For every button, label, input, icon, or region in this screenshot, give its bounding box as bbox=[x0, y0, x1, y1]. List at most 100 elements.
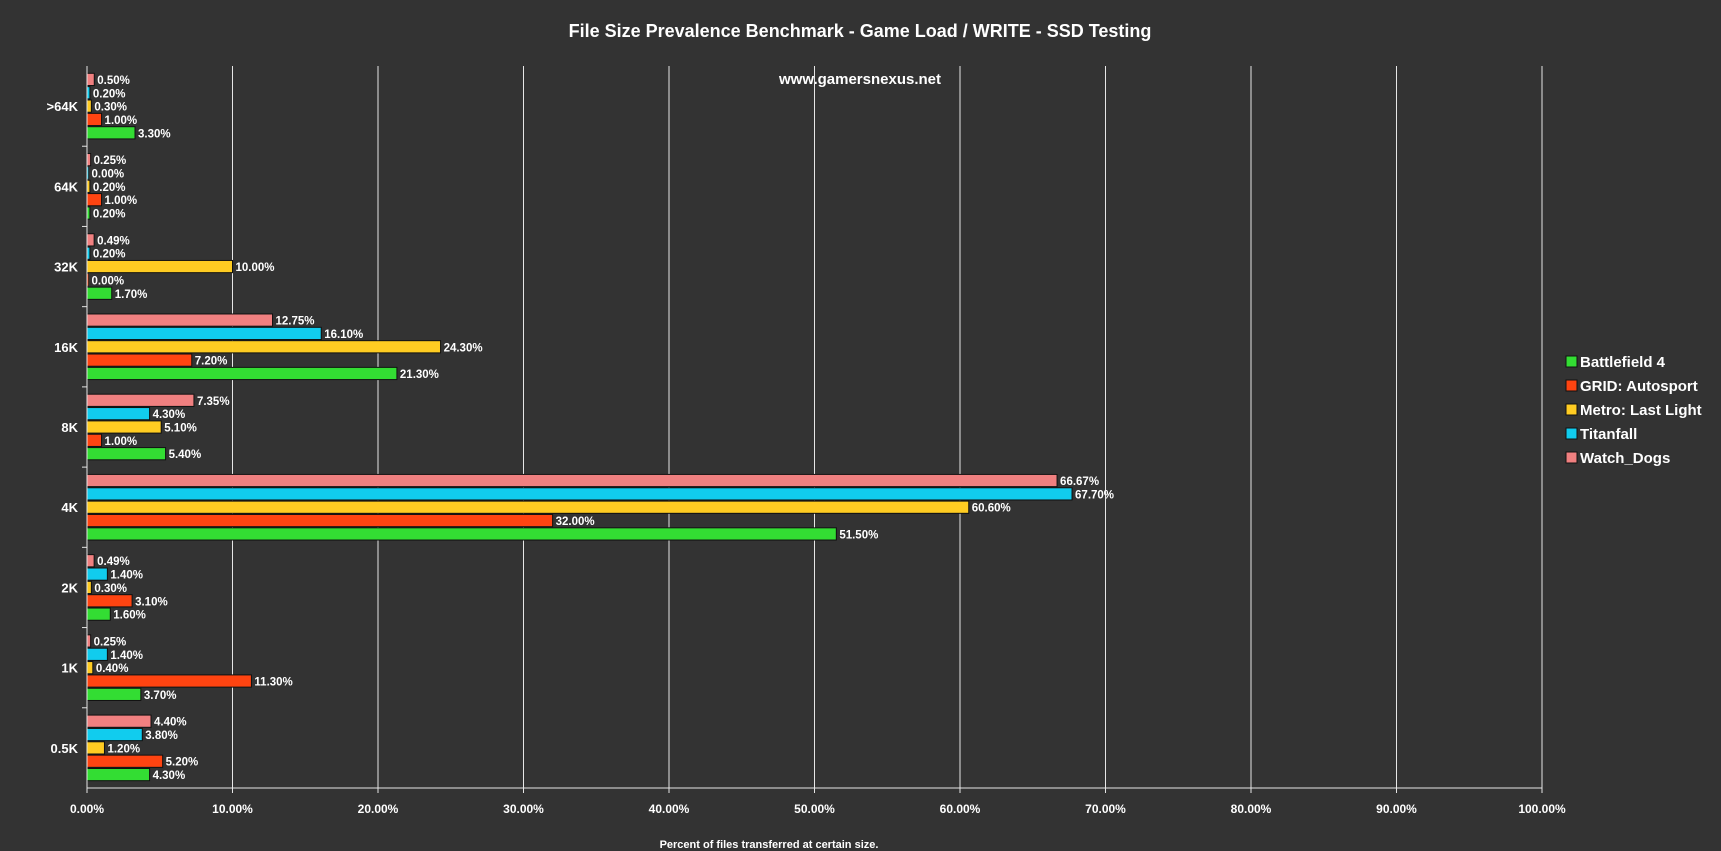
bar bbox=[86, 286, 113, 300]
bar bbox=[86, 313, 274, 327]
legend-swatch bbox=[1565, 427, 1578, 440]
data-label: 0.20% bbox=[93, 249, 126, 261]
x-tick-label: 80.00% bbox=[1231, 802, 1272, 816]
bar bbox=[86, 594, 133, 608]
x-axis-label: Percent of files transferred at certain … bbox=[660, 839, 879, 851]
bar bbox=[86, 447, 167, 461]
legend-entry: Metro: Last Light bbox=[1580, 402, 1702, 419]
data-label: 0.25% bbox=[94, 636, 127, 648]
chart-title: File Size Prevalence Benchmark - Game Lo… bbox=[569, 21, 1152, 41]
data-label: 51.50% bbox=[839, 529, 878, 541]
x-tick-label: 70.00% bbox=[1085, 802, 1126, 816]
bar bbox=[86, 366, 398, 381]
category-label: 1K bbox=[61, 661, 78, 676]
bar bbox=[86, 767, 151, 782]
data-label: 5.40% bbox=[169, 449, 202, 461]
data-label: 1.60% bbox=[113, 610, 146, 622]
bar bbox=[86, 580, 92, 595]
data-label: 0.30% bbox=[94, 583, 127, 595]
bar bbox=[86, 420, 162, 434]
x-tick-label: 30.00% bbox=[503, 802, 544, 816]
data-label: 3.10% bbox=[135, 596, 168, 608]
bar bbox=[86, 661, 94, 675]
data-label: 0.40% bbox=[96, 663, 129, 675]
data-label: 1.20% bbox=[107, 743, 140, 755]
data-label: 10.00% bbox=[236, 262, 275, 274]
data-label: 7.35% bbox=[197, 396, 230, 408]
data-label: 3.70% bbox=[144, 690, 177, 702]
data-label: 1.00% bbox=[105, 195, 138, 207]
data-label: 4.40% bbox=[154, 717, 187, 729]
category-label: 2K bbox=[61, 580, 78, 595]
bar bbox=[86, 326, 322, 341]
category-label: 32K bbox=[54, 260, 78, 275]
x-tick-label: 0.00% bbox=[70, 802, 104, 816]
data-label: 24.30% bbox=[444, 342, 483, 354]
bar bbox=[86, 687, 142, 701]
bar bbox=[86, 153, 92, 167]
x-tick-label: 90.00% bbox=[1376, 802, 1417, 816]
data-label: 67.70% bbox=[1075, 489, 1114, 501]
data-label: 21.30% bbox=[400, 369, 439, 381]
bar bbox=[86, 674, 252, 688]
data-label: 1.00% bbox=[105, 115, 138, 127]
data-label: 0.30% bbox=[94, 102, 127, 114]
bar bbox=[86, 353, 193, 367]
bar bbox=[86, 126, 136, 140]
data-label: 4.30% bbox=[153, 770, 186, 782]
data-label: 1.40% bbox=[110, 650, 143, 662]
data-label: 0.50% bbox=[97, 75, 130, 87]
data-label: 32.00% bbox=[556, 516, 595, 528]
bar bbox=[86, 727, 143, 742]
data-label: 0.49% bbox=[97, 235, 130, 247]
data-label: 0.25% bbox=[94, 155, 127, 167]
bar bbox=[86, 112, 103, 127]
data-label: 5.20% bbox=[166, 757, 199, 769]
legend: Battlefield 4 GRID: Autosport Metro: Last … bbox=[1565, 354, 1702, 467]
legend-entry: Battlefield 4 bbox=[1580, 354, 1666, 371]
bar bbox=[86, 513, 554, 528]
x-tick-label: 40.00% bbox=[649, 802, 690, 816]
bar bbox=[86, 433, 103, 447]
axes bbox=[82, 66, 1542, 789]
bar bbox=[86, 193, 103, 207]
data-label: 0.00% bbox=[92, 168, 125, 180]
bar bbox=[86, 527, 837, 541]
category-label: 16K bbox=[54, 340, 78, 355]
data-label: 0.20% bbox=[93, 209, 126, 221]
bar bbox=[86, 741, 105, 755]
legend-entry: GRID: Autosport bbox=[1580, 378, 1698, 395]
data-label: 3.80% bbox=[145, 730, 178, 742]
bar bbox=[86, 754, 164, 768]
bar bbox=[86, 259, 233, 274]
legend-entry: Titanfall bbox=[1580, 426, 1637, 443]
data-label: 4.30% bbox=[153, 409, 186, 421]
bars bbox=[86, 72, 1073, 782]
bar bbox=[86, 714, 152, 728]
bar bbox=[86, 393, 195, 407]
data-label: 0.20% bbox=[93, 88, 126, 100]
bar bbox=[86, 340, 442, 354]
data-label: 5.10% bbox=[164, 423, 197, 435]
data-label: 11.30% bbox=[254, 677, 292, 689]
x-tick-label: 10.00% bbox=[212, 802, 253, 816]
data-label: 66.67% bbox=[1060, 476, 1099, 488]
data-label: 0.20% bbox=[93, 182, 126, 194]
bar bbox=[86, 487, 1073, 501]
data-label: 7.20% bbox=[195, 356, 228, 368]
legend-swatch bbox=[1565, 403, 1578, 416]
data-label: 1.40% bbox=[110, 570, 143, 582]
data-label: 1.70% bbox=[115, 289, 148, 301]
bar bbox=[86, 554, 95, 568]
data-label: 1.00% bbox=[105, 436, 138, 448]
bar bbox=[86, 634, 92, 648]
data-label: 60.60% bbox=[972, 503, 1011, 515]
category-label: 0.5K bbox=[51, 741, 79, 756]
bar bbox=[86, 647, 108, 661]
data-label: 12.75% bbox=[276, 316, 315, 328]
grid-lines bbox=[232, 66, 1543, 788]
data-labels: 3.30%1.00%0.30%0.20%0.50%0.20%1.00%0.20%… bbox=[92, 75, 1115, 782]
bar bbox=[86, 500, 970, 514]
data-label: 0.49% bbox=[97, 556, 130, 568]
x-tick-label: 20.00% bbox=[358, 802, 399, 816]
